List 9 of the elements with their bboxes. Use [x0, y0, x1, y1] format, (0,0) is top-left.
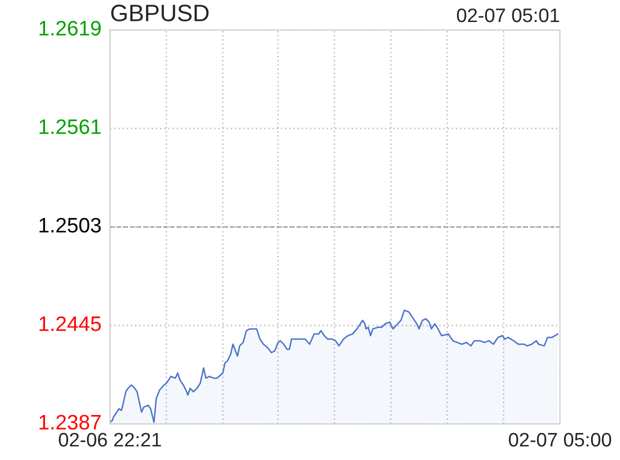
x-tick-label: 02-07 05:00	[508, 432, 612, 447]
y-tick-label: 1.2561	[40, 119, 101, 134]
y-tick-label: 1.2445	[40, 316, 101, 332]
y-tick-label: 1.2619	[40, 20, 101, 36]
chart-title: GBPUSD	[111, 4, 209, 22]
y-tick-label: 1.2503	[40, 218, 101, 233]
y-tick-label: 1.2387	[40, 414, 101, 430]
x-tick-label: 02-06 22:21	[58, 432, 161, 447]
text: 02-07 05:01	[456, 8, 560, 22]
